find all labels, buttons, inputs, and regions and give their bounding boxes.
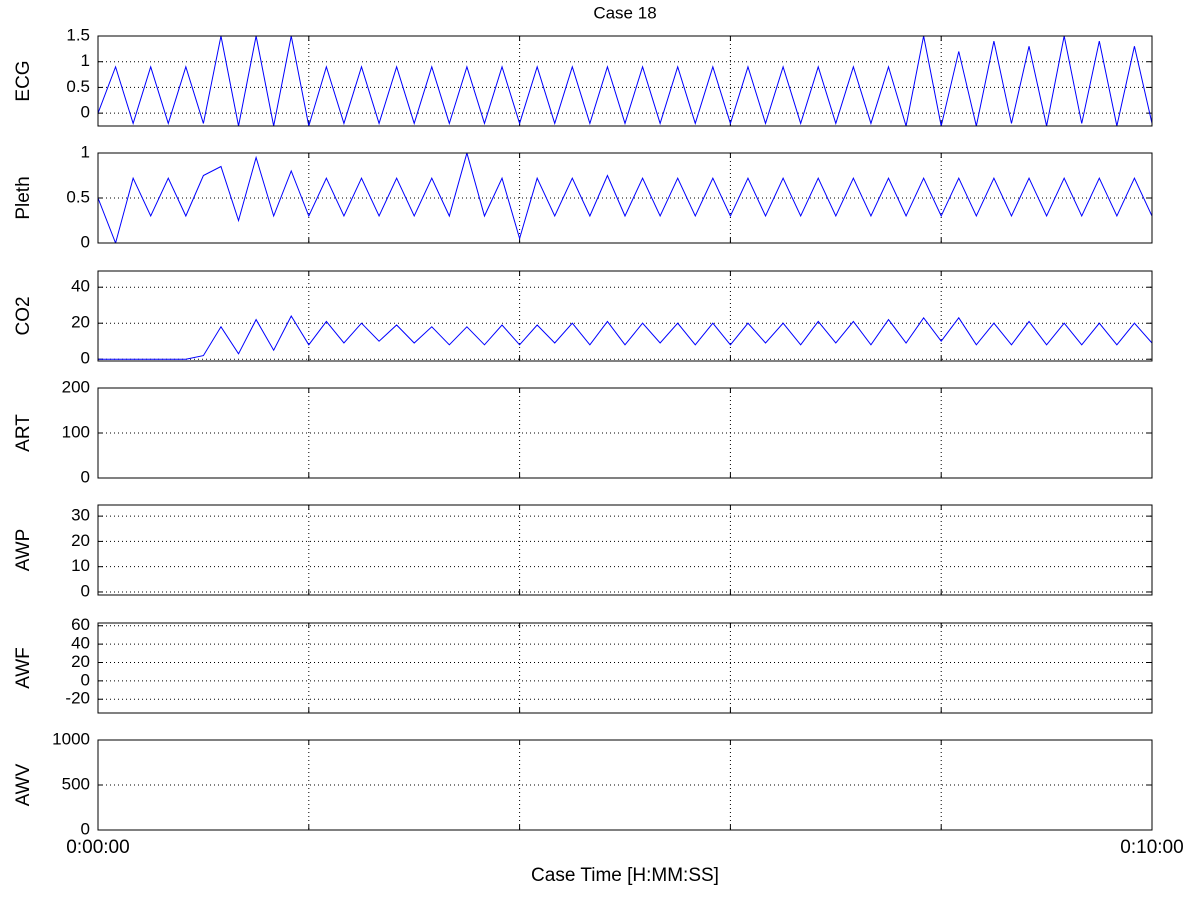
y-tick-label: 0: [81, 670, 90, 689]
axes-frame: [97, 622, 1153, 714]
x-axis-label: Case Time [H:MM:SS]: [531, 865, 719, 886]
subplot: 0 0.5 1 1.5 ECG Case 18: [13, 3, 1153, 127]
plot-area: [98, 153, 1152, 243]
y-tick-label: -20: [65, 689, 90, 708]
subplot: 0 100 200 ART: [13, 377, 1153, 486]
x-tick-label: 0:00:00: [66, 837, 129, 858]
y-tick-label: 20: [71, 652, 90, 671]
y-tick-label: 60: [71, 615, 90, 634]
y-axis-label: ART: [13, 414, 34, 452]
y-tick-label: 1000: [52, 729, 90, 748]
plot-area: [98, 36, 1152, 126]
y-axis-label: AWP: [13, 529, 34, 572]
y-tick-label: 100: [62, 422, 90, 441]
signal-line: [98, 153, 1152, 243]
plot-area: [98, 271, 1152, 361]
y-tick-label: 0: [81, 819, 90, 838]
y-tick-label: 40: [71, 277, 90, 296]
y-tick-label: 20: [71, 531, 90, 550]
y-tick-label: 0: [81, 581, 90, 600]
signal-line: [98, 314, 1152, 360]
y-tick-label: 500: [62, 774, 90, 793]
axes-frame: [97, 35, 1153, 127]
y-tick-label: 1: [81, 142, 90, 161]
y-axis-label: Pleth: [13, 176, 34, 219]
subplot: 0 500 1000 0:00:00 0:10:00 AWV Case Time [H:MM…: [13, 729, 1184, 886]
y-axis-label: CO2: [13, 296, 34, 335]
y-tick-label: 40: [71, 634, 90, 653]
x-tick-label: 0:10:00: [1120, 837, 1183, 858]
y-tick-label: 20: [71, 313, 90, 332]
plot-area: [98, 388, 1152, 478]
axes-frame: [97, 387, 1153, 479]
y-axis-label: ECG: [13, 60, 34, 101]
y-tick-label: 10: [71, 556, 90, 575]
y-axis-label: AWF: [13, 647, 34, 689]
y-tick-label: 200: [62, 377, 90, 396]
axes-frame: [97, 152, 1153, 244]
signal-line: [98, 36, 1152, 126]
y-tick-label: 30: [71, 506, 90, 525]
y-tick-label: 0.5: [66, 77, 90, 96]
y-tick-label: 1.5: [66, 25, 90, 44]
axes-frame: [97, 739, 1153, 831]
plot-area: [98, 740, 1152, 830]
y-tick-label: 0: [81, 232, 90, 251]
y-tick-label: 0: [81, 467, 90, 486]
y-tick-label: 0: [81, 103, 90, 122]
axes-frame: [97, 504, 1153, 596]
y-tick-label: 0.5: [66, 187, 90, 206]
y-tick-label: 1: [81, 51, 90, 70]
plot-area: [98, 623, 1152, 713]
plot-area: [98, 505, 1152, 595]
chart-title: Case 18: [593, 3, 656, 22]
subplot: 0 20 40 CO2: [13, 270, 1153, 368]
y-tick-label: 0: [81, 349, 90, 368]
subplot: 0 10 20 30 AWP: [13, 504, 1153, 600]
y-axis-label: AWV: [13, 763, 34, 806]
axes-frame: [97, 270, 1153, 362]
subplot: 0 0.5 1 Pleth: [13, 142, 1153, 251]
